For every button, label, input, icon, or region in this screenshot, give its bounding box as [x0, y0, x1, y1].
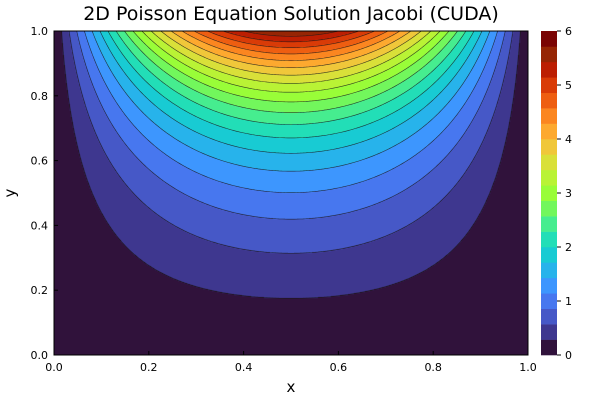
- colorbar-segment: [541, 277, 557, 294]
- x-tick-label: 0.8: [424, 361, 442, 374]
- colorbar-segment: [541, 92, 557, 109]
- colorbar-segment: [541, 339, 557, 356]
- colorbar-tick-label: 4: [565, 133, 572, 146]
- contour-line: [141, 30, 441, 93]
- colorbar-tick-label: 0: [565, 349, 572, 362]
- y-tick-label: 0.0: [31, 349, 49, 362]
- colorbar-segment: [541, 123, 557, 140]
- contour-line: [99, 30, 483, 154]
- x-tick-label: 1.0: [519, 361, 537, 374]
- colorbar-segment: [541, 308, 557, 325]
- contour-line: [91, 30, 491, 172]
- y-tick-label: 0.6: [31, 155, 49, 168]
- contour-line: [181, 30, 401, 61]
- y-tick-label: 0.8: [31, 90, 49, 103]
- x-axis-ticks: 0.0 0.2 0.4 0.6 0.8 1.0: [45, 351, 537, 374]
- y-tick-label: 0.4: [31, 219, 49, 232]
- contour-line: [124, 30, 458, 113]
- colorbar-segment: [541, 231, 557, 248]
- colorbar-segment: [541, 77, 557, 94]
- contour-line: [193, 30, 389, 55]
- contour-line: [207, 30, 375, 48]
- colorbar-tick-label: 5: [565, 79, 572, 92]
- colorbar-tick-label: 1: [565, 295, 572, 308]
- contour-line: [107, 30, 475, 139]
- contour-lines: [61, 30, 521, 299]
- contour-line: [115, 30, 467, 125]
- contour-fill: [54, 31, 528, 355]
- y-tick-label: 1.0: [31, 25, 49, 38]
- colorbar-segment: [541, 31, 557, 47]
- x-axis-label: x: [287, 378, 296, 396]
- colorbar-segment: [541, 169, 557, 186]
- colorbar-segment: [541, 262, 557, 279]
- y-axis-label: y: [1, 188, 19, 197]
- x-tick-label: 0.0: [45, 361, 63, 374]
- x-tick-label: 0.4: [235, 361, 253, 374]
- colorbar-segment: [541, 293, 557, 310]
- contour-line: [150, 30, 432, 84]
- contour-line: [68, 30, 514, 254]
- colorbar-tick-label: 3: [565, 187, 572, 200]
- colorbar-segment: [541, 185, 557, 202]
- colorbar-segment: [541, 247, 557, 263]
- contour-line: [222, 30, 360, 43]
- contour-line: [76, 30, 506, 220]
- y-axis-ticks: 0.0 0.2 0.4 0.6 0.8 1.0: [31, 25, 58, 362]
- contour-line: [61, 30, 521, 299]
- x-tick-label: 0.2: [140, 361, 158, 374]
- colorbar-tick-label: 2: [565, 241, 572, 254]
- colorbar-tick-label: 6: [565, 25, 572, 38]
- colorbar-segment: [541, 200, 557, 217]
- colorbar-segment: [541, 154, 557, 171]
- colorbar: 0 1 2 3 4 5 6: [541, 25, 572, 362]
- colorbar-segment: [541, 324, 557, 340]
- contour-line: [160, 30, 422, 76]
- contour-line: [84, 30, 498, 193]
- plot-frame: [53, 30, 529, 356]
- colorbar-segment: [541, 139, 557, 155]
- chart-title: 2D Poisson Equation Solution Jacobi (CUD…: [83, 3, 499, 25]
- colorbar-segment: [541, 46, 557, 63]
- colorbar-segment: [541, 108, 557, 124]
- contour-line: [132, 30, 450, 103]
- colorbar-segment: [541, 61, 557, 78]
- colorbar-segment: [541, 216, 557, 232]
- contour-line: [170, 30, 412, 68]
- x-tick-label: 0.6: [330, 361, 348, 374]
- y-tick-label: 0.2: [31, 284, 49, 297]
